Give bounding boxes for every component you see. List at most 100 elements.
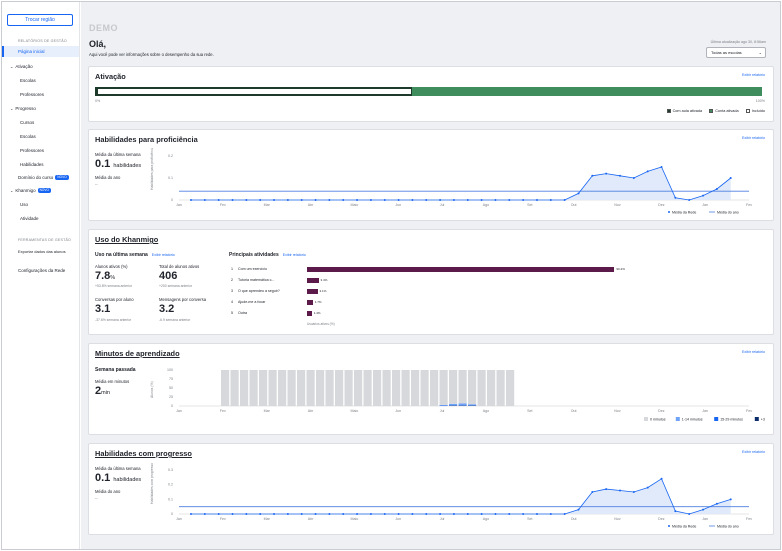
y-tick-label: 25 [169,395,173,399]
x-tick-label: Jul [440,517,445,521]
legend-label: 15-29 minutos [720,417,743,421]
skills-progress-title: Habilidades com progresso [95,449,192,458]
minutes-bar-segment [487,370,496,406]
activation-report-link[interactable]: Exibir relatório [742,73,765,77]
sidebar-item-home[interactable]: Página inicial [18,49,45,54]
network-point [217,513,220,515]
switch-region-button[interactable]: Trocar região [7,14,73,26]
sidebar-item-teachers[interactable]: Professores [20,92,45,97]
network-point [300,513,303,515]
legend-label: 1-14 minutos [682,417,703,421]
sidebar-item-courses[interactable]: Cursos [20,120,35,125]
minutes-bar-segment [259,370,268,406]
minutes-bar-segment [221,370,230,406]
y-tick-label: 50 [169,386,173,390]
sidebar-item-progress[interactable]: ⌄ Progresso [10,106,36,111]
sidebar-item-progress-teachers[interactable]: Professores [20,148,45,153]
network-point [273,199,276,201]
network-point [632,177,635,179]
school-select[interactable]: Todas as escolas ⌄ [706,47,766,58]
activity-bar [307,299,313,305]
sidebar-item-label: Ativação [15,64,33,69]
network-point [356,513,359,515]
x-tick-label: Maio [350,517,358,521]
x-tick-label: Jan [702,203,708,207]
axis-min-label: 0% [95,99,101,103]
network-point [273,513,276,515]
sidebar-item-skills[interactable]: Habilidades [20,162,44,167]
x-tick-label: Out [571,203,577,207]
sidebar-item-activation[interactable]: ⌄ Ativação [10,64,33,69]
stat-value: 7.8% [95,270,115,282]
khanmigo-usage-title: Uso do Khanmigo [95,235,159,244]
network-point [397,513,400,515]
activity-bar [307,277,319,283]
network-point [688,513,691,515]
skills-progress-card: Habilidades com progresso Exibir relatór… [88,443,774,535]
stat-sub: +53.8% semana anterior [95,284,133,288]
x-tick-label: Mar [264,409,271,413]
activity-label: Tutoria matemática c... [238,278,275,282]
minutes-bar-segment [354,370,363,406]
legend-network-marker [668,525,670,527]
activity-label: Outra [238,311,247,315]
page-subtitle: Aqui você pode ver informações sobre o d… [89,52,214,57]
network-point [729,498,732,501]
sidebar-item-label: Domínio do curso [18,175,54,180]
network-point [300,199,303,201]
network-point [383,199,386,201]
network-point [688,199,691,201]
legend-swatch [714,417,719,421]
sidebar-item-label: Progresso [15,106,36,111]
network-point [563,199,566,201]
sidebar-item-export[interactable]: Exportar dados das alunos [18,249,66,254]
activity-pct: 90.4% [616,267,625,272]
stat-value: 3.2 [159,303,175,315]
network-point [203,513,206,515]
minutes-bar-segment [449,403,458,406]
tools-heading: FERRAMENTAS DE GESTÃO [18,238,72,242]
skills-proficiency-report-link[interactable]: Exibir relatório [742,136,765,140]
skills-progress-report-link[interactable]: Exibir relatório [742,450,765,454]
weekly-avg-unit: habilidades [113,477,142,483]
sidebar-item-usage[interactable]: Uso [20,202,29,207]
network-point [591,174,594,177]
top-activities-report-link[interactable]: Exibir relatório [282,253,306,257]
network-line [191,478,731,515]
network-point [259,513,262,515]
minutes-bar-segment [373,370,382,406]
network-point [259,199,262,201]
x-tick-label: Abr [308,517,314,521]
activities-axis-label: Usuários ativos (%) [307,322,335,326]
network-point [660,166,663,168]
network-point [452,513,455,515]
network-point [674,510,677,513]
weekly-avg-label: Média da última semana [95,152,141,157]
legend-label: 0 minutos [650,417,666,421]
network-point [702,508,705,511]
last-update-text: Última atualização ago 30, 8:56am [710,40,766,44]
sidebar-item-activity[interactable]: Atividade [20,216,39,221]
top-activities-heading: Principais atividades Exibir relatório [229,252,306,258]
activation-title: Ativação [95,72,126,81]
sidebar-item-progress-schools[interactable]: Escolas [20,134,36,139]
learning-minutes-report-link[interactable]: Exibir relatório [742,350,765,354]
sidebar-item-network-settings[interactable]: Configurações da Rede [18,268,66,273]
sidebar-item-course-mastery[interactable]: Domínio do curso NOVO [18,175,69,181]
last-week-report-link[interactable]: Exibir relatório [151,253,175,257]
network-point [231,513,234,515]
network-point [605,172,608,175]
network-point [619,489,622,492]
stat-sub: -6.9 semana anterior [159,318,191,322]
network-point [535,199,538,201]
y-axis-label: Habilidades com progresso [150,463,154,504]
sidebar-item-khanmigo[interactable]: ⌄ Khanmigo NOVO [10,188,52,194]
activity-rank: 2 [231,278,233,282]
network-point [577,508,580,511]
sidebar: Trocar região RELATÓRIOS DE GESTÃO Págin… [2,2,80,549]
network-line [191,166,731,201]
minutes-bar-segment [363,370,372,406]
stat-label: Mensagens por conversa [159,297,207,302]
x-tick-label: Ago [483,409,489,413]
sidebar-item-schools[interactable]: Escolas [20,78,36,83]
